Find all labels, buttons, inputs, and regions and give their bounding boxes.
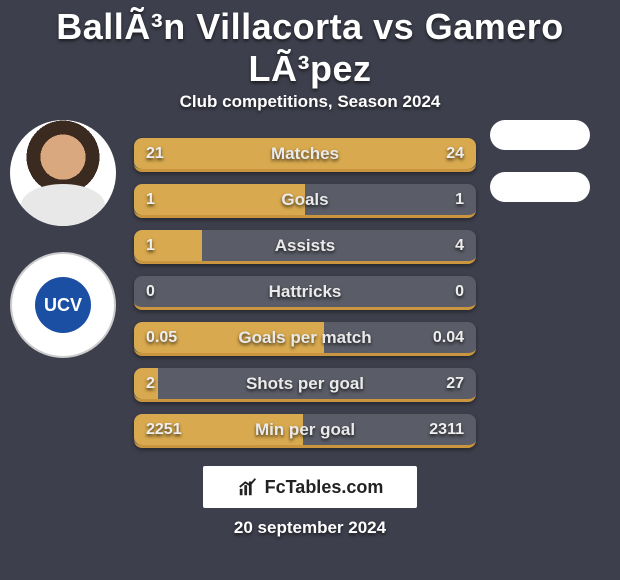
stat-label: Shots per goal (134, 368, 476, 399)
stat-row: 21Matches24 (134, 138, 476, 172)
stat-label: Min per goal (134, 414, 476, 445)
page-title: BallÃ³n Villacorta vs Gamero LÃ³pez (0, 0, 620, 92)
avatar-column: UCV (8, 120, 118, 384)
stat-value-right: 0 (455, 276, 464, 307)
stat-row: 1Goals1 (134, 184, 476, 218)
player-avatar (10, 120, 116, 226)
footer-date: 20 september 2024 (0, 518, 620, 538)
stat-value-right: 0.04 (433, 322, 464, 353)
club-logo-text: UCV (35, 277, 91, 333)
stat-pill (490, 172, 590, 202)
chart-icon (237, 476, 259, 498)
stat-value-right: 1 (455, 184, 464, 215)
stat-label: Goals per match (134, 322, 476, 353)
stat-pill (490, 120, 590, 150)
page-subtitle: Club competitions, Season 2024 (0, 92, 620, 112)
brand-badge[interactable]: FcTables.com (203, 466, 417, 508)
stat-row: 1Assists4 (134, 230, 476, 264)
stat-label: Assists (134, 230, 476, 261)
club-logo: UCV (10, 252, 116, 358)
stat-value-right: 2311 (429, 414, 464, 445)
stat-value-right: 24 (446, 138, 464, 169)
pill-column (490, 120, 600, 224)
stat-value-right: 4 (455, 230, 464, 261)
stat-row: 2251Min per goal2311 (134, 414, 476, 448)
stat-label: Hattricks (134, 276, 476, 307)
stat-label: Goals (134, 184, 476, 215)
brand-text: FcTables.com (265, 477, 384, 498)
stat-row: 0.05Goals per match0.04 (134, 322, 476, 356)
stat-row: 2Shots per goal27 (134, 368, 476, 402)
stat-label: Matches (134, 138, 476, 169)
stat-row: 0Hattricks0 (134, 276, 476, 310)
stat-value-right: 27 (446, 368, 464, 399)
